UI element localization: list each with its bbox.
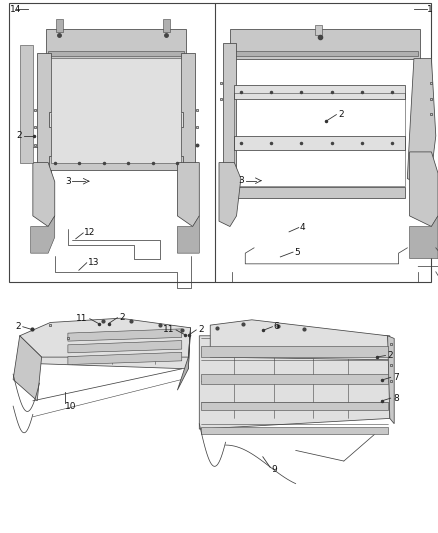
- Bar: [163, 19, 170, 32]
- Polygon shape: [177, 163, 199, 227]
- Bar: [49, 111, 183, 127]
- Text: 12: 12: [84, 229, 95, 237]
- Bar: [223, 43, 236, 179]
- Bar: [104, 114, 111, 126]
- Bar: [232, 51, 418, 56]
- Text: 4: 4: [300, 223, 306, 232]
- Text: 10: 10: [65, 402, 76, 411]
- Bar: [49, 156, 183, 169]
- Polygon shape: [410, 216, 438, 259]
- Bar: [48, 51, 184, 56]
- Bar: [174, 114, 181, 126]
- Text: 11: 11: [76, 314, 88, 323]
- Text: 2: 2: [198, 326, 204, 334]
- Bar: [234, 136, 405, 150]
- Text: 1: 1: [427, 5, 433, 13]
- Polygon shape: [68, 352, 182, 365]
- Polygon shape: [219, 163, 241, 227]
- Bar: [51, 58, 181, 163]
- Polygon shape: [20, 318, 191, 357]
- Polygon shape: [388, 336, 394, 424]
- Bar: [156, 114, 163, 126]
- Text: 2: 2: [15, 322, 21, 331]
- Text: 11: 11: [163, 326, 174, 334]
- Bar: [56, 19, 63, 32]
- Polygon shape: [33, 163, 55, 227]
- Bar: [86, 114, 93, 126]
- Text: 3: 3: [239, 176, 244, 185]
- Polygon shape: [210, 320, 390, 360]
- Text: 7: 7: [393, 373, 399, 382]
- Bar: [234, 85, 405, 99]
- Text: 8: 8: [393, 394, 399, 402]
- Polygon shape: [68, 341, 182, 353]
- Bar: [201, 374, 388, 384]
- Bar: [51, 114, 58, 126]
- Polygon shape: [199, 336, 390, 429]
- Polygon shape: [410, 152, 438, 227]
- Bar: [181, 53, 195, 179]
- Bar: [201, 402, 388, 410]
- Bar: [37, 53, 51, 179]
- Bar: [230, 29, 420, 59]
- Bar: [69, 114, 76, 126]
- Bar: [9, 3, 431, 282]
- Bar: [139, 114, 146, 126]
- Text: 14: 14: [10, 5, 21, 13]
- Polygon shape: [68, 329, 182, 341]
- Text: 3: 3: [65, 177, 71, 185]
- Text: 2: 2: [388, 351, 393, 360]
- Bar: [315, 25, 322, 35]
- Text: 5: 5: [294, 248, 300, 256]
- Polygon shape: [177, 328, 191, 390]
- Text: 9: 9: [272, 465, 277, 473]
- Bar: [20, 45, 33, 163]
- Polygon shape: [31, 216, 55, 253]
- Text: 2: 2: [338, 110, 344, 119]
- Bar: [234, 93, 405, 186]
- Text: 6: 6: [274, 322, 279, 331]
- Polygon shape: [407, 59, 436, 189]
- Text: 13: 13: [88, 259, 99, 267]
- Bar: [234, 187, 405, 198]
- Text: 2: 2: [119, 313, 125, 322]
- Bar: [121, 114, 128, 126]
- Bar: [201, 427, 388, 434]
- Text: 2: 2: [16, 132, 22, 140]
- Polygon shape: [13, 336, 42, 401]
- Polygon shape: [177, 216, 199, 253]
- Bar: [201, 346, 388, 357]
- Polygon shape: [20, 328, 191, 369]
- Bar: [46, 29, 186, 59]
